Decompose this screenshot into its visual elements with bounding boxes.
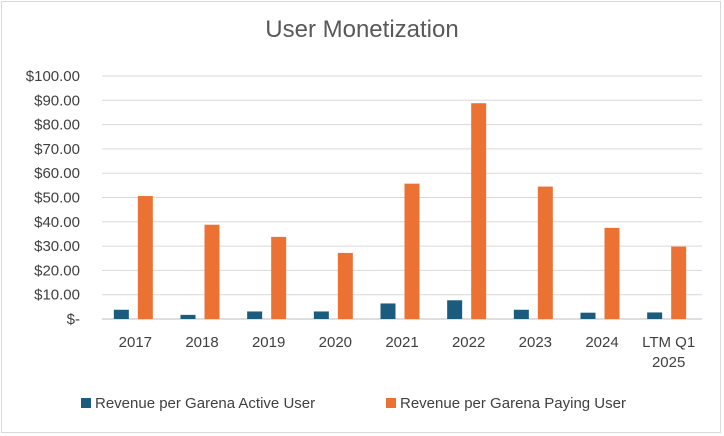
x-tick-label: 2025 [652,354,685,371]
x-tick-label: 2017 [119,334,152,351]
y-tick-label: $80.00 [34,117,80,134]
y-tick-label: $50.00 [34,190,80,207]
y-tick-label: $10.00 [34,287,80,304]
bar-paying-user [204,224,220,319]
legend-label: Revenue per Garena Paying User [400,395,626,412]
gridlines [102,75,702,320]
y-tick-label: $20.00 [34,262,80,279]
x-tick-label: 2023 [519,334,552,351]
x-tick-label: 2022 [452,334,485,351]
bar-active-user [380,303,396,319]
bar-active-user [580,312,596,319]
bar-paying-user [337,252,353,319]
x-tick-label: 2018 [185,334,218,351]
bar-paying-user [671,246,687,319]
bars [113,103,687,319]
bar-active-user [113,309,129,319]
x-axis: 2017 2018 2019 2020 2021 2022 2023 2024 LTM Q1 20… [119,334,696,371]
bar-paying-user [271,236,287,319]
legend-swatch [81,398,91,408]
y-tick-label: $100.00 [26,68,80,85]
y-tick-label: $30.00 [34,238,80,255]
bar-active-user [313,311,329,319]
chart-title: User Monetization [265,16,459,43]
y-tick-label: $70.00 [34,141,80,158]
x-tick-label: 2019 [252,334,285,351]
legend: Revenue per Garena Active User Revenue pe… [81,395,626,412]
y-tick-label: $90.00 [34,92,80,109]
bar-paying-user [537,186,553,319]
legend-label: Revenue per Garena Active User [95,395,315,412]
x-tick-label: 2021 [385,334,418,351]
bar-active-user [447,300,463,319]
bar-paying-user [404,183,420,319]
bar-active-user [513,309,529,319]
y-tick-label: $40.00 [34,214,80,231]
y-axis: $- $10.00 $20.00 $30.00 $40.00 $50.00 $60.00 $7… [26,68,80,328]
y-tick-label: $60.00 [34,165,80,182]
x-tick-label: 2024 [585,334,618,351]
bar-paying-user [471,103,487,319]
bar-paying-user [604,227,620,319]
legend-swatch [386,398,396,408]
bar-active-user [247,311,263,319]
x-tick-label: LTM Q1 [642,334,695,351]
bar-active-user [180,314,196,319]
bar-active-user [647,312,663,319]
bar-paying-user [137,196,153,319]
y-tick-label: $- [67,311,80,328]
x-tick-label: 2020 [319,334,352,351]
